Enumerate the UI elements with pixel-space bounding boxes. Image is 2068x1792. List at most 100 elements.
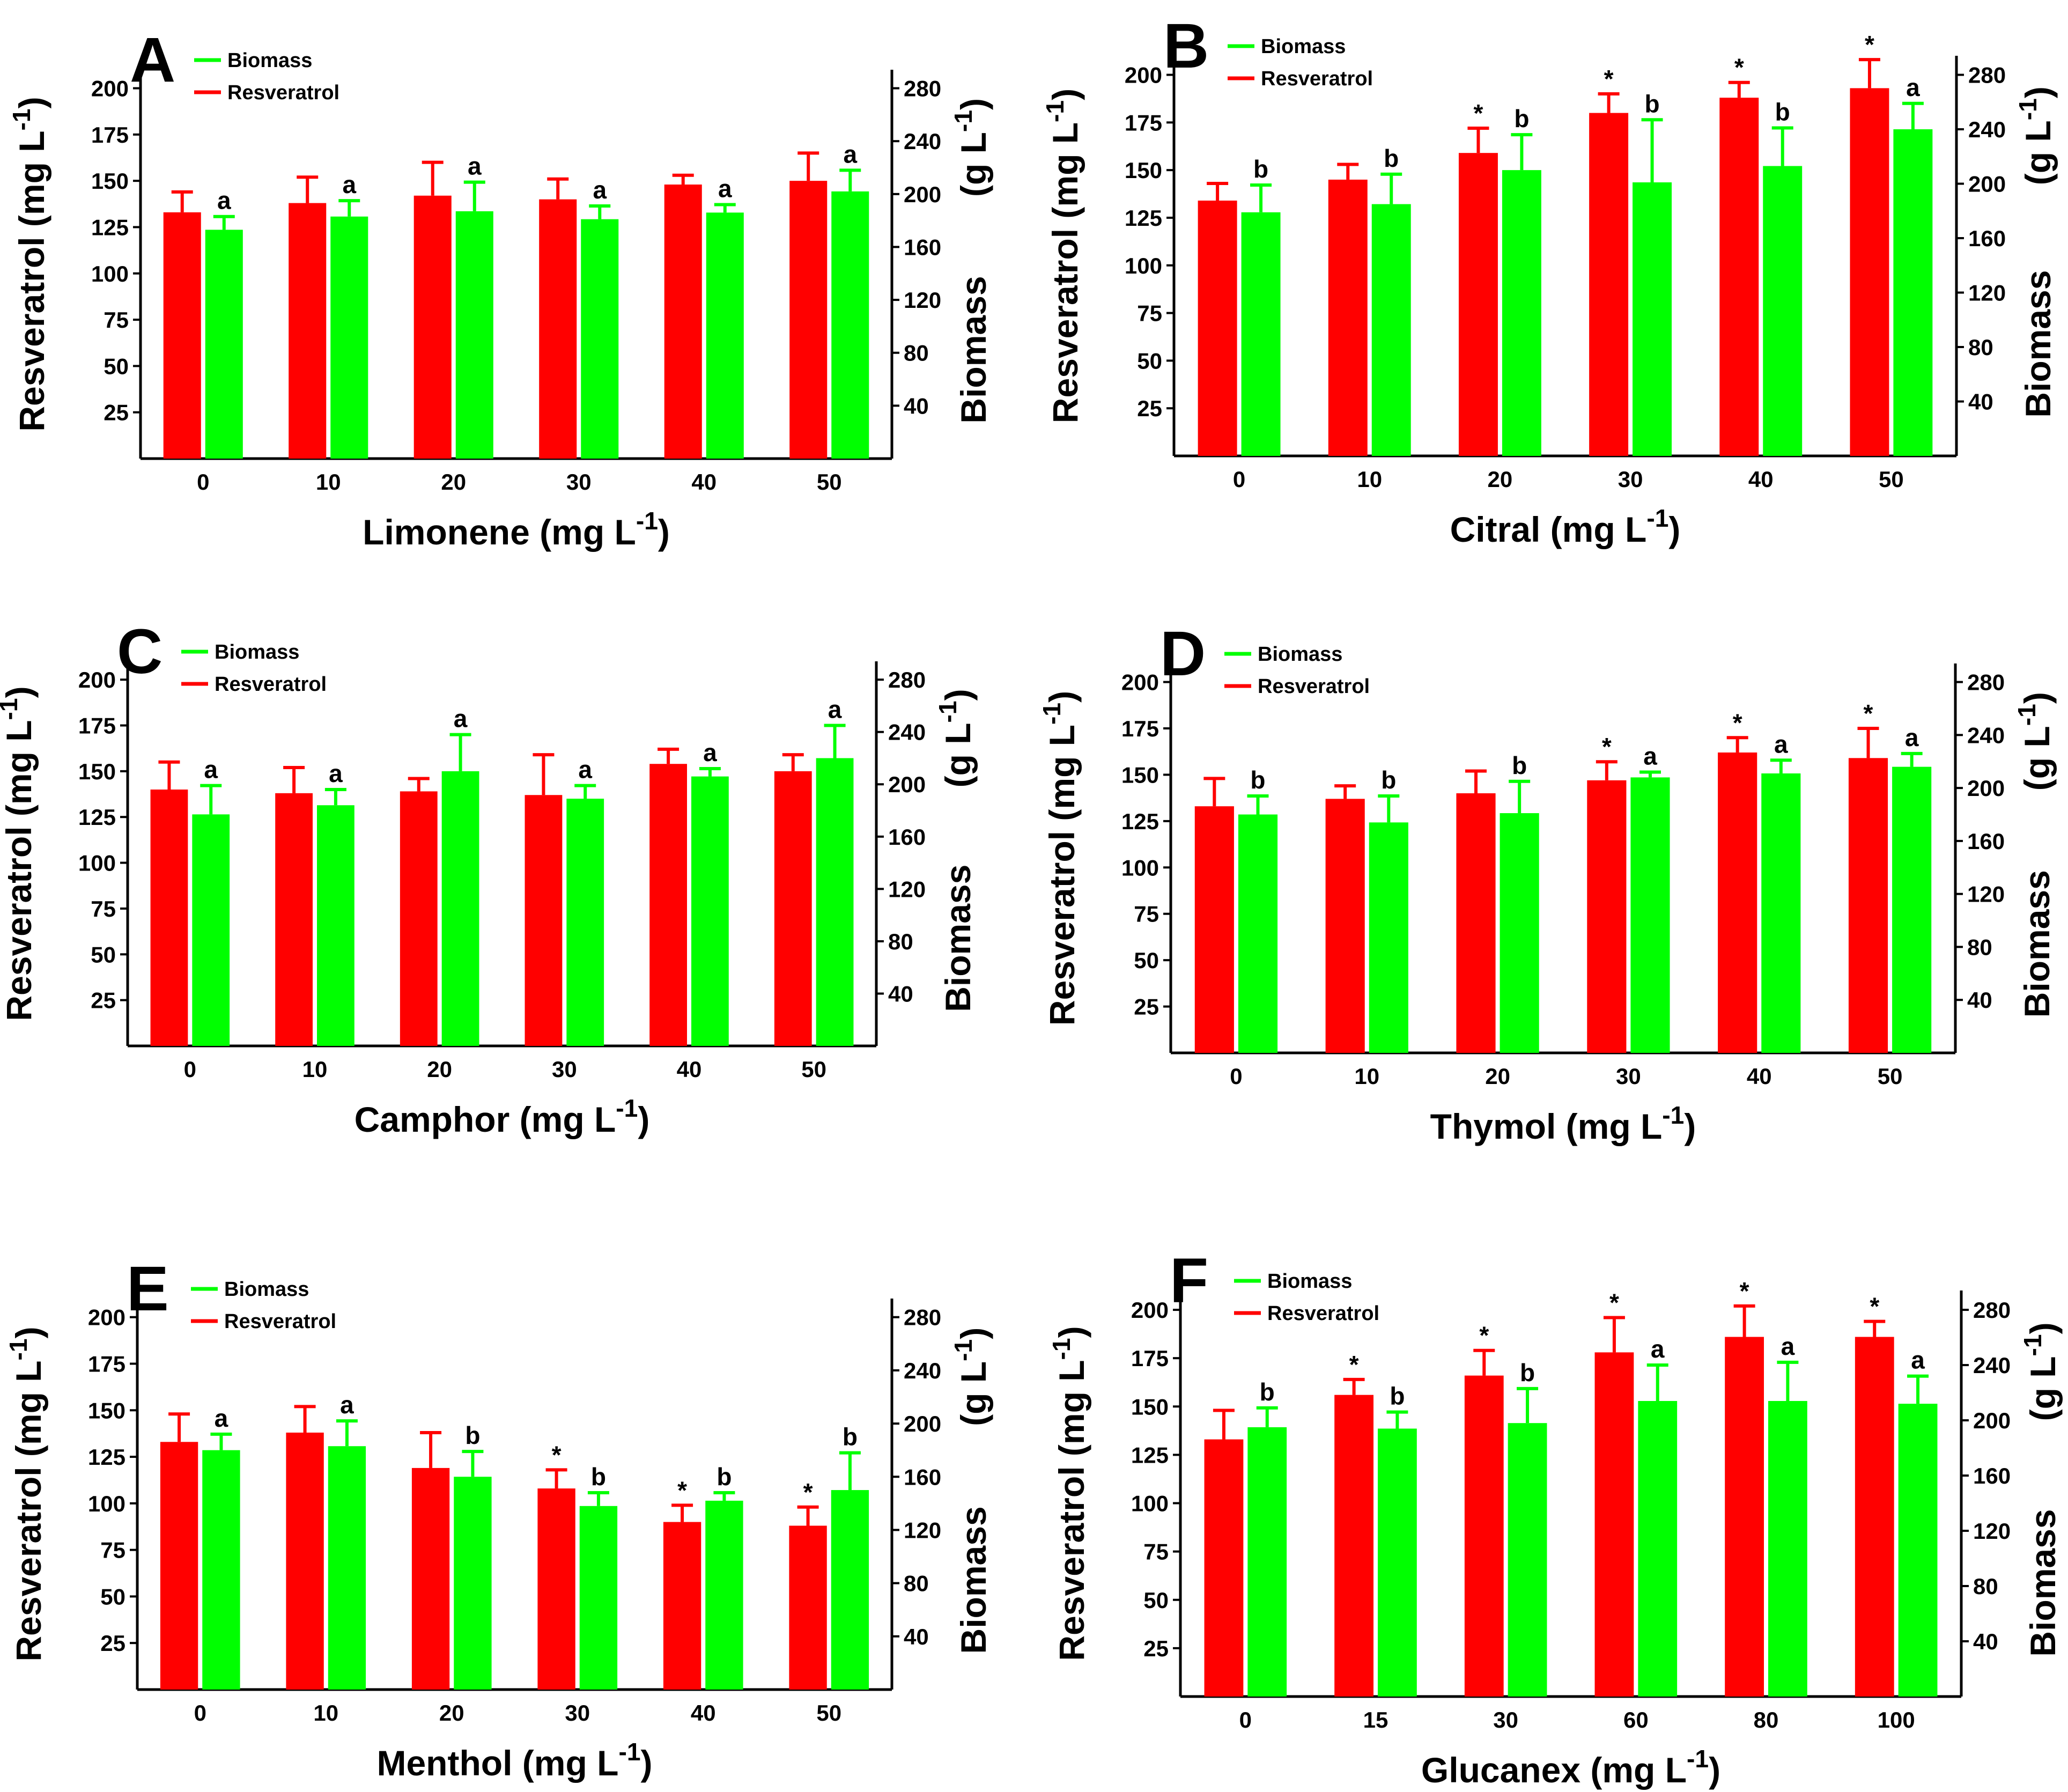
right-tick-label: 40 [904, 393, 929, 418]
right-tick-label: 280 [1967, 670, 2005, 695]
x-tick-label: 30 [565, 1700, 590, 1725]
x-axis-title: Camphor (mg L-1) [354, 1094, 650, 1139]
significance-letter: a [718, 175, 732, 203]
biomass-bar [579, 1506, 618, 1690]
x-tick-label: 50 [801, 1057, 826, 1082]
x-axis-title: Citral (mg L-1) [1450, 504, 1681, 549]
x-tick-label: 20 [427, 1057, 452, 1082]
left-tick-label: 125 [1131, 1442, 1169, 1467]
x-tick-label: 40 [691, 1700, 716, 1725]
resveratrol-bar [1325, 799, 1365, 1053]
resveratrol-bar [1719, 98, 1759, 456]
x-tick-label: 30 [1616, 1064, 1641, 1089]
left-tick-label: 50 [1134, 948, 1159, 973]
right-tick-label: 120 [1973, 1518, 2011, 1544]
right-tick-label: 200 [904, 182, 941, 207]
resveratrol-bar [150, 790, 188, 1046]
left-tick-label: 25 [1134, 994, 1159, 1020]
right-tick-label: 160 [888, 824, 926, 850]
resveratrol-bar [1194, 806, 1234, 1053]
right-tick-label: 280 [1968, 63, 2006, 88]
x-tick-label: 40 [677, 1057, 702, 1082]
right-tick-label: 160 [904, 1464, 941, 1489]
x-tick-label: 0 [1233, 467, 1245, 492]
right-tick-label: 80 [904, 341, 929, 366]
x-tick-label: 20 [1485, 1064, 1510, 1089]
resveratrol-bar [1594, 1352, 1634, 1697]
x-tick-label: 50 [816, 1700, 841, 1725]
x-tick-label: 20 [1488, 467, 1513, 492]
resveratrol-bar [286, 1432, 324, 1690]
significance-letter: b [591, 1463, 606, 1491]
x-tick-label: 0 [1230, 1064, 1242, 1089]
significance-letter: a [1906, 73, 1920, 101]
svg-text:Resveratrol (mg L-1): Resveratrol (mg L-1) [0, 686, 39, 1021]
biomass-bar [1247, 1427, 1287, 1697]
legend-label-resveratrol: Resveratrol [1258, 675, 1370, 698]
biomass-bar [1500, 813, 1539, 1053]
chart-panel-d: 2550751001251501752004080120160200240280… [1038, 618, 2057, 1146]
right-axis-unit: (g L-1) [2014, 86, 2058, 185]
resveratrol-bar [663, 1522, 701, 1690]
right-tick-label: 280 [888, 667, 926, 692]
left-tick-label: 25 [1143, 1636, 1169, 1661]
svg-text:Resveratrol (mg L-1): Resveratrol (mg L-1) [8, 97, 51, 431]
significance-letter: b [465, 1421, 480, 1449]
significance-letter: a [217, 187, 231, 215]
significance-mark: * [1733, 709, 1742, 736]
left-tick-label: 100 [1121, 855, 1159, 880]
significance-letter: a [329, 759, 343, 787]
legend-label-biomass: Biomass [227, 49, 312, 72]
left-tick-label: 50 [1137, 348, 1162, 373]
svg-text:(g L-1): (g L-1) [2019, 1322, 2063, 1421]
biomass-bar [202, 1450, 240, 1690]
right-tick-label: 200 [1973, 1408, 2011, 1433]
left-tick-label: 150 [88, 1398, 125, 1423]
right-tick-label: 200 [888, 772, 926, 797]
left-tick-label: 75 [1137, 301, 1162, 326]
right-tick-label: 120 [904, 1517, 941, 1543]
left-axis-title: Resveratrol (mg L-1) [1047, 1326, 1091, 1661]
significance-letter: a [1774, 730, 1788, 758]
panel-letter: A [130, 25, 175, 95]
biomass-bar [566, 799, 604, 1046]
resveratrol-bar [411, 1467, 450, 1690]
resveratrol-bar [649, 764, 687, 1046]
resveratrol-bar [275, 793, 313, 1046]
right-tick-label: 240 [904, 129, 941, 154]
right-axis-title: Biomass [954, 276, 993, 423]
x-axis-title: Glucanex (mg L-1) [1421, 1745, 1720, 1790]
svg-text:Biomass: Biomass [954, 1506, 993, 1654]
significance-letter: b [1775, 98, 1790, 126]
left-axis-title: Resveratrol (mg L-1) [0, 686, 39, 1021]
significance-letter: a [1905, 724, 1919, 751]
right-axis-unit: (g L-1) [949, 98, 993, 197]
x-axis-title: Limonene (mg L-1) [363, 507, 670, 552]
chart-panel-c: 2550751001251501752004080120160200240280… [0, 616, 978, 1139]
right-tick-label: 40 [1973, 1629, 1998, 1654]
svg-text:(g L-1): (g L-1) [934, 689, 978, 787]
right-axis-title: Biomass [2018, 270, 2058, 418]
x-axis-title: Menthol (mg L-1) [377, 1738, 653, 1783]
svg-text:Biomass: Biomass [2017, 870, 2057, 1017]
biomass-bar [1369, 822, 1408, 1053]
x-tick-label: 40 [691, 469, 717, 495]
biomass-bar [205, 230, 243, 459]
right-tick-label: 120 [1967, 882, 2005, 907]
significance-mark: * [1479, 1322, 1489, 1349]
right-tick-label: 280 [904, 76, 941, 101]
left-tick-label: 75 [104, 307, 129, 333]
left-axis-title: Resveratrol (mg L-1) [1041, 89, 1085, 423]
left-tick-label: 175 [91, 122, 129, 148]
resveratrol-bar [289, 203, 327, 459]
left-tick-label: 200 [1121, 670, 1159, 695]
biomass-bar [317, 805, 354, 1046]
biomass-bar [1638, 1400, 1678, 1697]
x-tick-label: 0 [197, 469, 209, 495]
left-tick-label: 25 [100, 1631, 125, 1656]
x-tick-label: 10 [313, 1700, 338, 1725]
x-tick-label: 30 [552, 1057, 577, 1082]
right-axis-title: Biomass [954, 1506, 993, 1654]
significance-letter: b [843, 1423, 858, 1451]
